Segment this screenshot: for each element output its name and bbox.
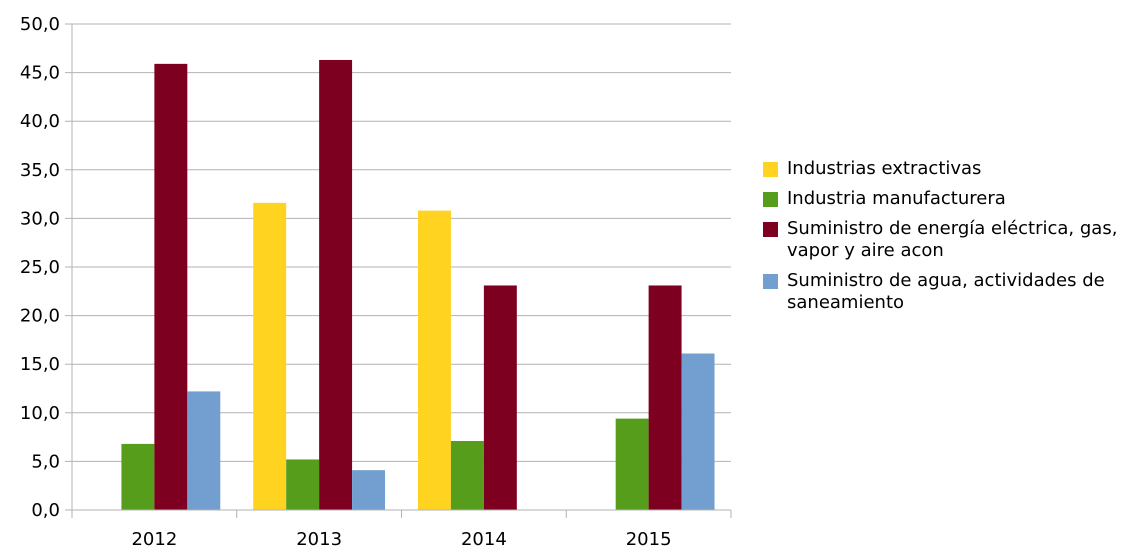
y-tick-label: 30,0 xyxy=(20,208,60,229)
legend-swatch xyxy=(763,192,778,207)
legend-item: Suministro de agua, actividades de sanea… xyxy=(763,270,1123,314)
bar xyxy=(319,59,353,511)
x-tick-labels: 2012 2013 2014 2015 xyxy=(131,529,671,550)
y-tick-label: 10,0 xyxy=(20,403,60,424)
y-tick-labels: 0,0 5,0 10,0 15,0 20,0 25,0 30,0 35,0 40,0 45,0 50… xyxy=(20,14,60,521)
legend-swatch xyxy=(763,274,778,289)
x-tick-label: 2014 xyxy=(461,529,507,550)
x-tick-label: 2015 xyxy=(626,529,672,550)
y-tick-label: 5,0 xyxy=(31,451,60,472)
bar xyxy=(121,443,155,510)
legend-item: Suministro de energía eléctrica, gas, va… xyxy=(763,218,1123,262)
bar xyxy=(483,285,517,510)
bar xyxy=(648,285,682,510)
legend-swatch xyxy=(763,222,778,237)
bar xyxy=(352,470,386,510)
y-tick-label: 15,0 xyxy=(20,354,60,375)
bar xyxy=(187,391,221,510)
legend-label: Industrias extractivas xyxy=(787,158,982,179)
legend-swatch xyxy=(763,162,778,177)
legend: Industrias extractivas Industria manufac… xyxy=(763,158,1123,322)
x-tick-label: 2012 xyxy=(131,529,177,550)
bar xyxy=(154,63,188,511)
bars xyxy=(121,59,715,511)
y-tick-label: 20,0 xyxy=(20,306,60,327)
legend-label: Industria manufacturera xyxy=(787,188,1006,209)
legend-item: Industrias extractivas xyxy=(763,158,1123,180)
y-tick-label: 35,0 xyxy=(20,160,60,181)
legend-label: Suministro de agua, actividades de sanea… xyxy=(787,270,1105,313)
axes xyxy=(65,24,732,518)
bar xyxy=(417,210,451,510)
legend-label: Suministro de energía eléctrica, gas, va… xyxy=(787,218,1118,261)
legend-item: Industria manufacturera xyxy=(763,188,1123,210)
y-tick-label: 50,0 xyxy=(20,14,60,35)
x-tick-label: 2013 xyxy=(296,529,342,550)
y-tick-label: 40,0 xyxy=(20,111,60,132)
y-tick-label: 25,0 xyxy=(20,257,60,278)
bar xyxy=(615,418,649,510)
bar xyxy=(681,353,715,510)
bar xyxy=(450,440,484,510)
bar xyxy=(286,459,320,510)
y-tick-label: 0,0 xyxy=(31,500,60,521)
bar xyxy=(253,202,287,510)
y-tick-label: 45,0 xyxy=(20,63,60,84)
